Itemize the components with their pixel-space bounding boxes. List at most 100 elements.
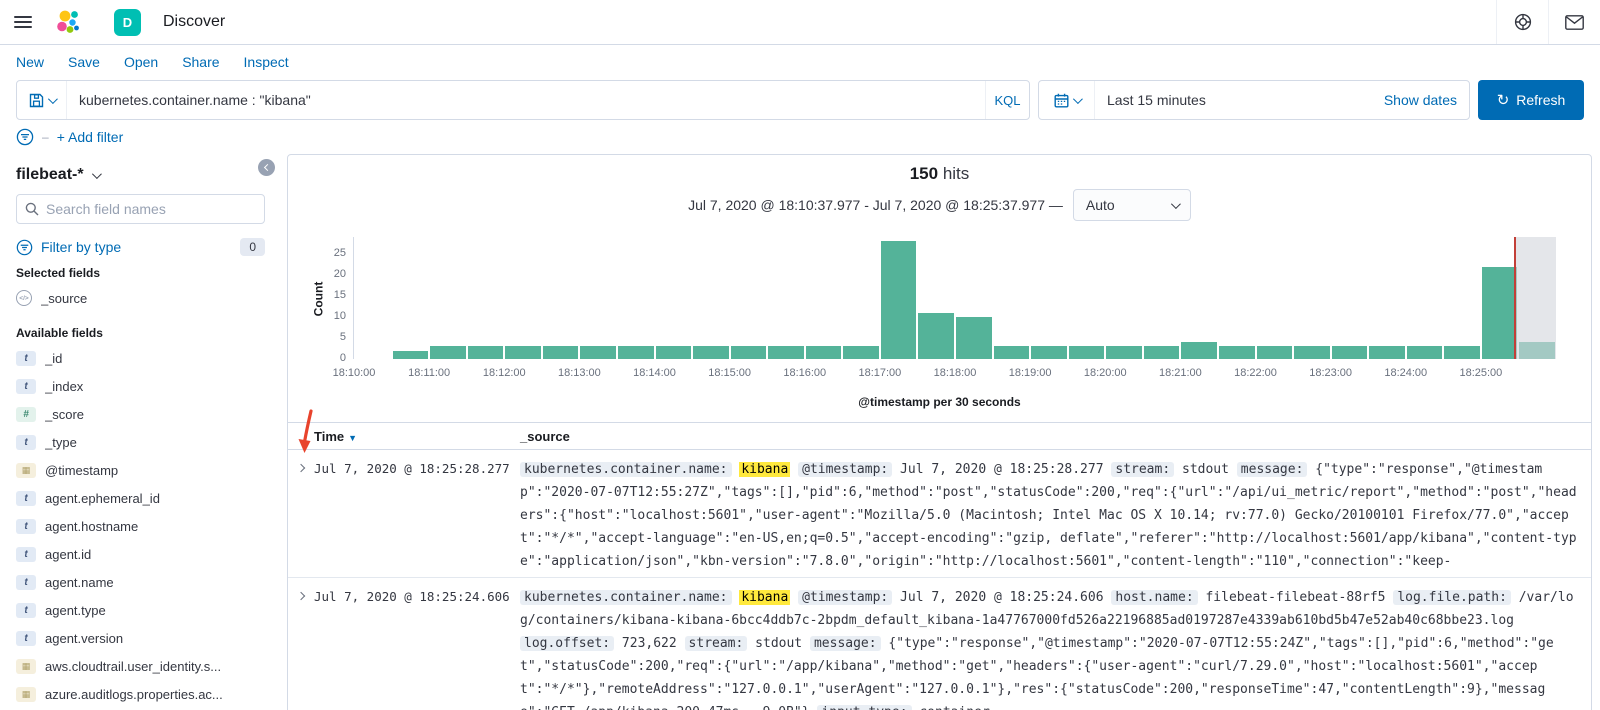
help-button[interactable] — [1496, 0, 1548, 44]
field-item-_source[interactable]: </> _source — [16, 284, 265, 312]
histogram-bar-18:22:00[interactable] — [1256, 346, 1293, 359]
document-source: kubernetes.container.name: kibana @times… — [520, 586, 1591, 710]
documents-table: Time ▼ _source Jul 7, 2020 @ 18:25:28.277… — [288, 422, 1591, 710]
filter-by-type-toggle[interactable]: Filter by type 0 — [16, 238, 265, 256]
query-input[interactable]: kubernetes.container.name : "kibana" — [79, 92, 311, 108]
x-tick-label: 18:12:00 — [482, 367, 526, 379]
menu-item-open[interactable]: Open — [123, 53, 159, 70]
menu-item-share[interactable]: Share — [182, 53, 220, 70]
histogram-bar-18:23:30[interactable] — [1369, 346, 1405, 359]
field-item-agent.name[interactable]: t agent.name — [16, 568, 265, 596]
histogram-bar-18:12:00[interactable] — [505, 346, 541, 359]
histogram-bar-18:22:30[interactable] — [1294, 346, 1330, 359]
y-tick-label: 15 — [333, 289, 346, 301]
string-field-icon: t — [16, 602, 36, 618]
field-item-_id[interactable]: t _id — [16, 344, 265, 372]
space-avatar[interactable]: D — [114, 8, 141, 36]
histogram-bar-18:15:00[interactable] — [730, 346, 767, 359]
field-name: aws.cloudtrail.user_identity.s... — [45, 658, 222, 674]
field-item-azure.auditlogs.properties.ac...[interactable]: ▦ azure.auditlogs.properties.ac... — [16, 680, 265, 708]
menu-button[interactable] — [0, 0, 46, 44]
menu-item-inspect[interactable]: Inspect — [243, 53, 289, 70]
document-row: Jul 7, 2020 @ 18:25:24.606 kubernetes.con… — [288, 578, 1591, 710]
elastic-logo[interactable] — [46, 0, 90, 44]
field-search-input[interactable] — [46, 201, 256, 217]
field-item-agent.type[interactable]: t agent.type — [16, 596, 265, 624]
saved-query-menu-button[interactable] — [17, 81, 67, 119]
document-source: kubernetes.container.name: kibana @times… — [520, 462, 1577, 569]
histogram-bar-18:13:00[interactable] — [580, 346, 616, 359]
histogram-bar-18:21:00[interactable] — [1181, 342, 1217, 359]
selected-fields-list: </> _source — [16, 284, 265, 312]
index-pattern-name: filebeat-* — [16, 166, 84, 183]
quick-select-button[interactable] — [1039, 81, 1095, 119]
field-item-_type[interactable]: t _type — [16, 428, 265, 456]
save-icon — [29, 93, 43, 107]
histogram-bar-18:16:00[interactable] — [805, 346, 842, 359]
field-item-_index[interactable]: t _index — [16, 372, 265, 400]
filter-options-icon[interactable] — [16, 128, 34, 146]
field-name: _index — [45, 378, 84, 394]
field-item-@timestamp[interactable]: ▦ @timestamp — [16, 456, 265, 484]
histogram-bar-18:17:30[interactable] — [918, 312, 954, 359]
histogram-bar-18:23:00[interactable] — [1331, 346, 1368, 359]
x-tick-label: 18:14:00 — [633, 367, 676, 379]
histogram-bar-18:19:00[interactable] — [1031, 346, 1067, 359]
field-item-agent.version[interactable]: t agent.version — [16, 624, 265, 652]
histogram-bar-18:14:00[interactable] — [655, 346, 692, 359]
field-name: _type — [45, 434, 77, 450]
menu-item-new[interactable]: New — [16, 53, 45, 70]
field-item-agent.hostname[interactable]: t agent.hostname — [16, 512, 265, 540]
field-name-badge: stream: — [684, 636, 748, 651]
histogram-bar-18:20:00[interactable] — [1106, 346, 1142, 359]
field-name: agent.ephemeral_id — [45, 490, 160, 506]
histogram-bar-18:11:00[interactable] — [430, 346, 466, 359]
x-tick-label: 18:21:00 — [1158, 367, 1202, 379]
show-dates-link[interactable]: Show dates — [1383, 92, 1457, 108]
index-pattern-switcher[interactable]: filebeat-* — [16, 166, 265, 184]
histogram-bar-18:18:30[interactable] — [993, 346, 1030, 359]
time-column-header[interactable]: Time ▼ — [314, 428, 358, 444]
highlighted-term: kibana — [739, 590, 791, 605]
histogram-plot[interactable]: 0 5 10 15 20 25 18:10:00 18:11:00 18:12:00 18:13:… — [333, 237, 1556, 379]
discover-menu-bar: New Save Open Share Inspect — [0, 45, 1600, 78]
time-range-value[interactable]: Last 15 minutes — [1107, 92, 1206, 108]
histogram-bar-18:10:30[interactable] — [392, 350, 429, 359]
query-language-button[interactable]: KQL — [985, 81, 1029, 119]
histogram-bar-18:24:30[interactable] — [1444, 346, 1480, 359]
expand-row-button[interactable] — [288, 458, 314, 573]
partial-bucket-zone — [1514, 237, 1556, 359]
histogram-bar-18:19:30[interactable] — [1068, 346, 1105, 359]
collapse-sidebar-button[interactable] — [258, 159, 275, 176]
field-item-aws.cloudtrail.user_identity.s...[interactable]: ▦ aws.cloudtrail.user_identity.s... — [16, 652, 265, 680]
histogram-bar-18:16:30[interactable] — [843, 346, 879, 359]
expand-row-button[interactable] — [288, 586, 314, 710]
histogram-bar-18:20:30[interactable] — [1143, 346, 1180, 359]
histogram-bar-18:21:30[interactable] — [1218, 346, 1255, 359]
histogram-bar-18:13:30[interactable] — [617, 346, 654, 359]
histogram-bar-18:24:00[interactable] — [1406, 346, 1443, 359]
histogram-bar-18:14:30[interactable] — [693, 346, 729, 359]
field-name: _source — [41, 290, 88, 306]
string-field-icon: t — [16, 490, 36, 506]
add-filter-button[interactable]: + Add filter — [56, 129, 124, 145]
histogram-bar-18:15:30[interactable] — [768, 346, 804, 359]
histogram-bar-18:11:30[interactable] — [467, 346, 504, 359]
field-item-agent.ephemeral_id[interactable]: t agent.ephemeral_id — [16, 484, 265, 512]
field-item-agent.id[interactable]: t agent.id — [16, 540, 265, 568]
refresh-button[interactable]: ↻ Refresh — [1478, 80, 1584, 120]
newsfeed-button[interactable] — [1548, 0, 1600, 44]
field-item-_score[interactable]: # _score — [16, 400, 265, 428]
date-picker-group: Last 15 minutes Show dates — [1038, 80, 1470, 120]
menu-item-save[interactable]: Save — [68, 53, 100, 70]
histogram-bar-18:12:30[interactable] — [542, 346, 579, 359]
page-title: Discover — [163, 13, 226, 30]
histogram-bar-18:18:00[interactable] — [956, 317, 992, 359]
x-tick-label: 18:19:00 — [1008, 367, 1052, 379]
field-name: agent.id — [45, 546, 92, 562]
histogram-bar-18:17:00[interactable] — [880, 241, 917, 359]
histogram-bar-18:25:00[interactable] — [1481, 266, 1518, 359]
interval-select[interactable]: Auto — [1072, 189, 1191, 221]
x-tick-label: 18:11:00 — [408, 367, 451, 379]
field-name-badge: input.type: — [817, 705, 912, 710]
